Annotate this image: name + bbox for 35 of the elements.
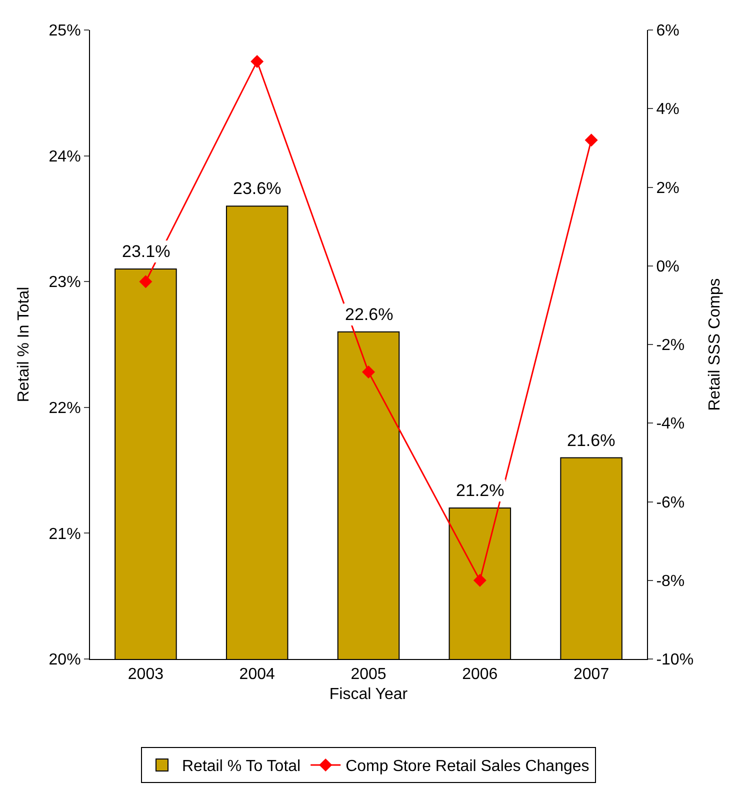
point	[250, 54, 264, 68]
y2-tick-label: -2%	[656, 337, 685, 354]
y-tick-label: 23%	[48, 274, 81, 292]
y2-tick-label: 6%	[656, 22, 680, 40]
data-label: 23.6%	[233, 179, 282, 198]
point	[139, 275, 152, 288]
y2-tick-label: 0%	[656, 258, 680, 276]
x-axis-title: Fiscal Year	[329, 686, 408, 703]
y2-tick-label: -10%	[656, 652, 694, 669]
legend-label: Comp Store Retail Sales Changes	[346, 758, 590, 776]
point	[362, 366, 375, 379]
data-label: 21.6%	[567, 431, 616, 450]
x-tick-label: 2006	[462, 666, 498, 684]
data-label: 23.1%	[122, 242, 170, 261]
point	[584, 134, 598, 147]
y2-tick-label: 2%	[656, 180, 680, 197]
y-tick-label: 25%	[48, 22, 81, 40]
legend-label: Retail % To Total	[182, 758, 301, 776]
y2-axis-title: Retail SSS Comps	[706, 278, 724, 411]
y2-tick-label: -8%	[656, 572, 685, 590]
y-tick-label: 20%	[48, 652, 81, 669]
point	[473, 574, 486, 587]
x-tick-label: 2007	[574, 666, 610, 684]
y2-tick-label: 4%	[656, 101, 680, 118]
y-tick-label: 21%	[48, 526, 81, 543]
x-tick-label: 2003	[128, 666, 164, 684]
x-tick-label: 2005	[350, 666, 386, 684]
y-tick-label: 24%	[48, 148, 81, 166]
y-axis-title: Retail % In Total	[16, 286, 33, 402]
data-label: 21.2%	[456, 481, 504, 500]
x-tick-label: 2004	[239, 666, 275, 684]
y2-tick-label: -6%	[656, 494, 685, 512]
y2-tick-label: -4%	[656, 416, 685, 433]
y-tick-label: 22%	[48, 400, 81, 417]
data-label: 22.6%	[345, 305, 394, 324]
